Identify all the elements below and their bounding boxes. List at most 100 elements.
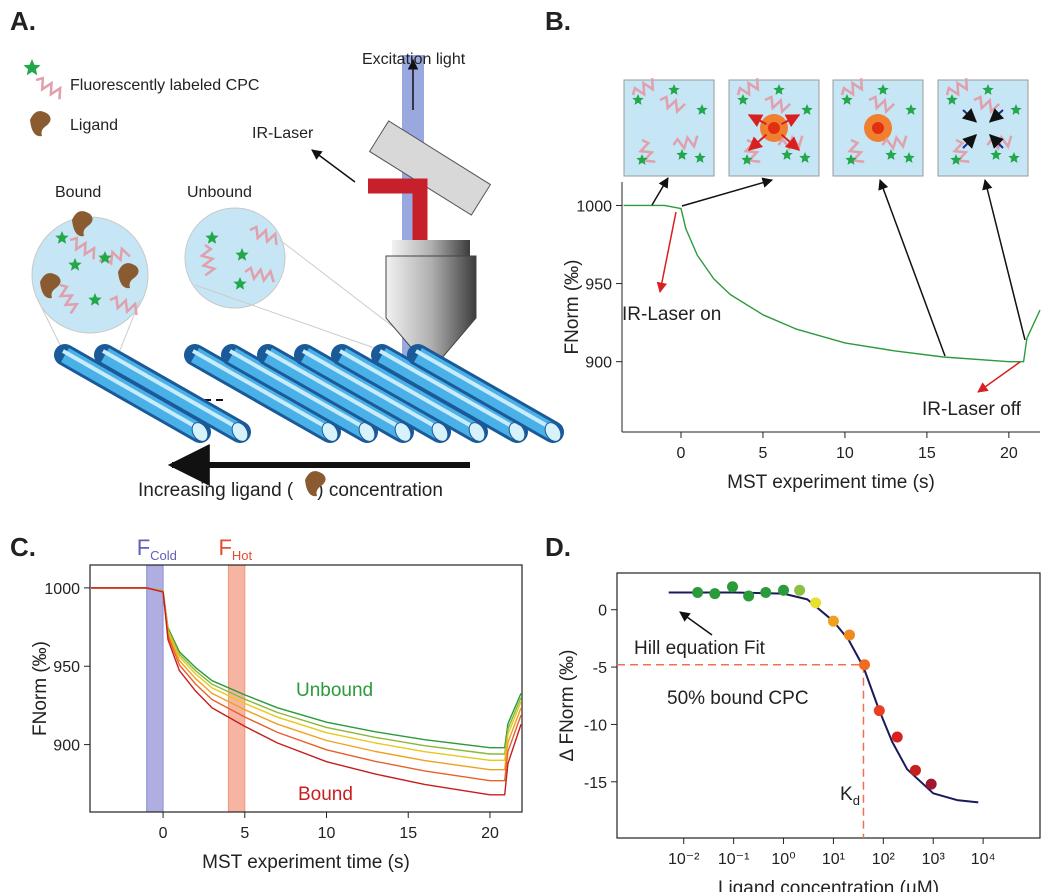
capillary — [338, 348, 481, 439]
star — [781, 149, 793, 160]
star — [1010, 104, 1022, 115]
point — [873, 705, 885, 717]
diagram: Fluorescently labeled CPC Ligand Bound U… — [23, 51, 564, 501]
capillary-end — [358, 422, 376, 442]
ligand-icon — [30, 111, 51, 137]
kd-label: Kd — [840, 784, 860, 808]
annotation: IR-Laser on — [622, 304, 721, 325]
capillary-end — [431, 422, 449, 442]
x-tick-label: 10⁴ — [971, 851, 996, 868]
star — [636, 154, 648, 165]
x-axis-label: MST experiment time (s) — [202, 852, 410, 873]
x-tick-label: 10⁻¹ — [718, 851, 750, 868]
arrow — [681, 177, 774, 207]
capillary — [191, 348, 334, 439]
star — [903, 152, 915, 163]
star — [1008, 152, 1020, 163]
heat-spot — [768, 122, 780, 134]
capillary — [229, 349, 366, 430]
capillary — [62, 349, 199, 430]
inset — [623, 79, 715, 177]
y-tick-label: 950 — [585, 277, 612, 294]
star — [668, 84, 680, 95]
arrow — [780, 133, 801, 151]
cpc-chain — [672, 134, 699, 151]
point — [794, 584, 806, 596]
band-label: F — [218, 535, 231, 560]
capillary-end — [468, 422, 486, 442]
y-tick-label: 1000 — [576, 198, 612, 215]
cpc-chain — [840, 78, 864, 97]
kd-label-sub: d — [853, 793, 860, 808]
star — [696, 104, 708, 115]
y-tick-label: 900 — [53, 738, 80, 755]
capillary — [414, 348, 557, 439]
x-tick-label: 10⁻² — [668, 851, 700, 868]
star — [737, 94, 749, 105]
mirror — [368, 120, 492, 216]
arrow — [656, 211, 677, 294]
objective — [385, 255, 477, 366]
star — [88, 293, 102, 306]
x-tick-label: 5 — [759, 445, 768, 462]
cpc-chain — [244, 265, 275, 284]
heat-spot — [872, 122, 884, 134]
x-tick-label: 10² — [872, 851, 896, 868]
cpc-chain — [764, 95, 792, 115]
arrow — [747, 133, 768, 151]
band — [146, 564, 164, 813]
arrow — [781, 114, 801, 128]
cpc-chain — [631, 78, 655, 97]
cpc-chain — [69, 236, 96, 260]
cpc-chain — [868, 95, 896, 115]
star — [205, 231, 219, 244]
capillary-end — [394, 422, 412, 442]
point — [827, 615, 839, 627]
star — [741, 154, 753, 165]
star — [233, 277, 247, 290]
capillary-end — [191, 422, 209, 442]
point — [844, 629, 856, 641]
capillary — [101, 348, 244, 439]
annotation: 50% bound CPC — [667, 688, 809, 709]
cpc-chain — [199, 243, 218, 277]
point — [778, 584, 790, 596]
point — [743, 590, 755, 602]
y-tick-label: -15 — [584, 775, 607, 792]
x-tick-label: 0 — [677, 445, 686, 462]
plot-frame — [616, 572, 1041, 839]
cpc-chain — [881, 134, 908, 151]
star — [877, 84, 889, 95]
y-tick-label: 950 — [53, 659, 80, 676]
y-tick-label: -10 — [584, 717, 607, 734]
y-tick-label: -5 — [593, 660, 607, 677]
annotation: Unbound — [296, 680, 373, 701]
x-tick-label: 20 — [481, 825, 499, 842]
capillary-end — [544, 422, 562, 442]
objective — [392, 240, 470, 256]
star — [55, 231, 69, 244]
y-axis-label: FNorm (‰) — [30, 641, 51, 736]
point — [925, 778, 937, 790]
x-tick-label: 10³ — [922, 851, 946, 868]
star — [845, 154, 857, 165]
star — [905, 104, 917, 115]
star — [23, 59, 41, 76]
inset — [937, 79, 1029, 177]
arrow-text: Increasing ligand () concentration — [138, 480, 443, 501]
annotation: Bound — [298, 784, 353, 805]
unbound-circle — [184, 207, 286, 309]
capillary — [378, 348, 521, 439]
x-tick-label: 15 — [399, 825, 417, 842]
ligand — [118, 263, 139, 289]
y-tick-label: 900 — [585, 355, 612, 372]
arrow — [962, 134, 977, 149]
point — [810, 597, 822, 609]
arrow — [747, 114, 767, 128]
point — [859, 659, 871, 671]
star — [990, 149, 1002, 160]
ligand-icon — [305, 471, 326, 497]
cpc-chain — [638, 138, 656, 164]
label: Bound — [55, 184, 101, 201]
capillary — [379, 349, 516, 430]
